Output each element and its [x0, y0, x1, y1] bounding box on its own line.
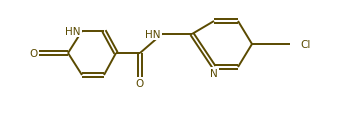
Text: Cl: Cl [300, 40, 310, 50]
Text: O: O [30, 49, 38, 58]
Text: O: O [136, 78, 144, 88]
Text: HN: HN [66, 27, 81, 37]
Text: N: N [210, 68, 218, 78]
Text: HN: HN [145, 30, 161, 40]
